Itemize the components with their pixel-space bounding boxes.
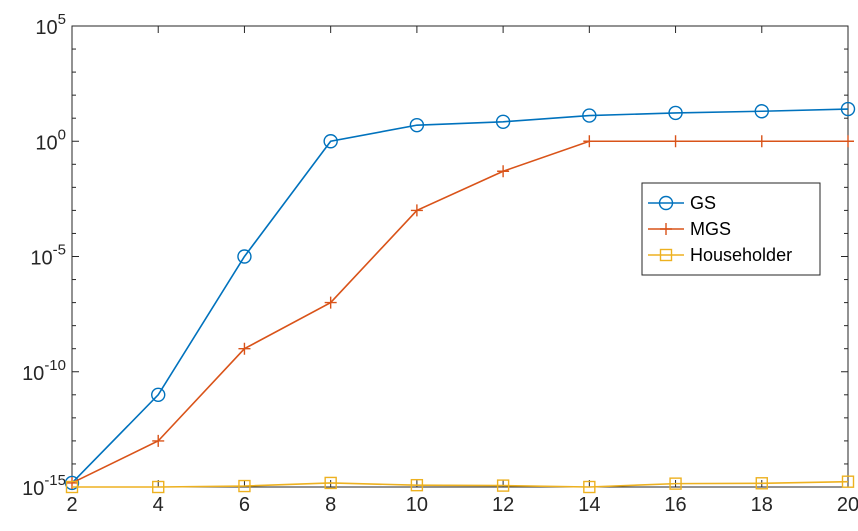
y-tick-label: 10-15: [22, 472, 66, 500]
y-tick-base: 10: [22, 363, 44, 385]
data-point-gs: [237, 249, 252, 264]
data-point-gs: [668, 105, 683, 121]
y-tick-exponent: 5: [58, 11, 66, 28]
data-point-mgs: [583, 135, 596, 148]
data-point-householder: [238, 479, 251, 493]
x-tick-label: 16: [664, 494, 686, 516]
y-tick-label: 100: [35, 126, 66, 154]
data-point-householder: [324, 476, 337, 490]
data-point-mgs: [324, 296, 337, 309]
data-point-householder: [65, 480, 79, 494]
data-point-gs: [151, 387, 166, 402]
x-tick-label: 14: [578, 494, 600, 516]
data-point-gs: [582, 108, 597, 123]
x-tick-label: 20: [837, 494, 858, 516]
x-tick-label: 12: [492, 494, 514, 516]
y-tick-label: 10-5: [30, 242, 66, 270]
data-point-householder: [755, 477, 768, 490]
data-point-householder: [410, 478, 424, 492]
data-point-householder: [841, 475, 855, 488]
y-tick-exponent: -5: [53, 242, 66, 259]
y-tick-base: 10: [35, 132, 57, 154]
legend-marker-gs: [658, 195, 674, 211]
data-point-gs: [64, 475, 80, 491]
y-tick-base: 10: [35, 17, 57, 39]
series-line-householder: [72, 480, 849, 488]
y-tick-exponent: 0: [58, 126, 66, 143]
legend-label-mgs: MGS: [690, 219, 731, 239]
y-tick-exponent: -15: [44, 472, 66, 489]
legend-label-gs: GS: [690, 193, 716, 213]
y-tick-base: 10: [22, 478, 44, 500]
series-layer: [64, 101, 856, 494]
y-tick-label: 10-10: [22, 357, 66, 385]
x-tick-label: 4: [153, 494, 164, 516]
y-tick-label: 105: [35, 11, 66, 39]
legend-label-householder: Householder: [690, 245, 792, 265]
data-point-mgs: [755, 135, 768, 148]
data-point-gs: [495, 114, 511, 129]
data-point-mgs: [497, 165, 510, 178]
data-point-householder: [583, 480, 596, 494]
y-tick-exponent: -10: [44, 357, 66, 374]
data-point-mgs: [842, 135, 854, 148]
x-tick-label: 8: [325, 494, 336, 516]
data-point-householder: [152, 480, 165, 494]
y-tick-base: 10: [30, 248, 52, 270]
data-point-mgs: [669, 135, 682, 148]
data-point-mgs: [238, 342, 251, 355]
data-point-gs: [840, 101, 856, 117]
legend-marker-householder: [659, 248, 673, 262]
legend: GS MGS Householder: [641, 182, 821, 276]
series-line-mgs: [71, 140, 848, 484]
series-line-gs: [71, 108, 849, 484]
series-mgs: [66, 135, 854, 489]
legend-marker-mgs: [660, 223, 672, 235]
x-tick-label: 18: [751, 494, 773, 516]
data-point-gs: [323, 134, 338, 149]
series-householder: [65, 475, 855, 494]
data-point-householder: [496, 479, 510, 492]
series-gs: [64, 101, 856, 491]
x-tick-label: 10: [406, 494, 428, 516]
data-point-gs: [754, 104, 769, 119]
data-point-gs: [409, 117, 425, 133]
data-point-mgs: [410, 204, 423, 217]
data-point-mgs: [152, 434, 165, 447]
data-point-householder: [669, 477, 682, 490]
x-tick-label: 2: [66, 494, 77, 516]
x-tick-label: 6: [239, 494, 250, 516]
